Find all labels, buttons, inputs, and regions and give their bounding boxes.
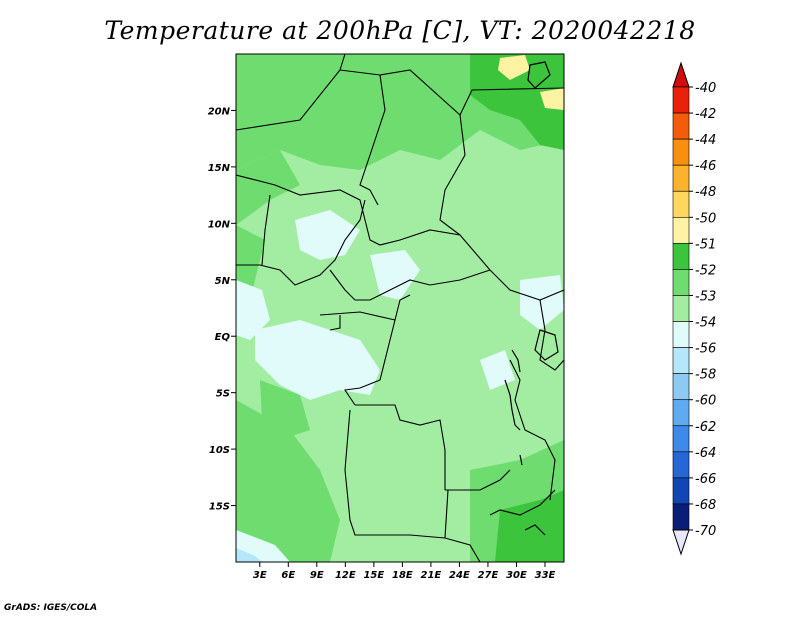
lon-tick-label: 3E [253,570,267,581]
colorbar-segment [672,112,690,140]
lat-tick-label: 5N [215,276,231,287]
colorbar-segment [672,295,690,322]
colorbar-label: -50 [695,211,716,226]
colorbar-label: -52 [695,263,716,278]
lon-tick-label: 27E [478,570,499,581]
latitude-axis: 20N 15N 10N 5N EQ 5S 10S 15S [208,106,236,513]
lat-tick-label: 15S [209,502,230,513]
map-frame [235,53,565,563]
field-region-cyan-east-2 [480,350,515,390]
colorbar-segment [672,477,690,505]
field-region-cyan-center [255,320,380,400]
lat-tick-label: 10S [209,445,230,456]
country-borders [236,54,564,562]
lon-tick-label: 18E [392,570,413,581]
lon-tick-label: 33E [535,570,556,581]
field-region-northeast-yellow [498,55,530,80]
lon-tick-label: 6E [281,570,295,581]
lon-tick-label: 12E [335,570,356,581]
colorbar-label: -66 [695,472,716,487]
colorbar-top-arrow [672,61,690,88]
field-region-southeast-dark [495,490,564,562]
colorbar-segment [672,243,690,270]
field-region-cyan-north [295,210,360,260]
field-region-northwest [236,150,300,225]
colorbar-label: -51 [695,237,716,252]
colorbar-label: -44 [695,133,716,148]
colorbar-segment [672,347,690,374]
colorbar-segment [672,269,690,296]
colorbar-label: -64 [695,446,716,461]
colorbar-label: -60 [695,394,716,409]
colorbar-label: -46 [695,159,716,174]
colorbar-segment [672,86,690,114]
field-region-cyan-mid [370,250,420,300]
lon-tick-label: 24E [449,570,470,581]
lat-tick-label: 20N [208,106,231,117]
lat-tick-label: 10N [208,219,231,230]
colorbar-segment [672,373,690,401]
field-region-southwest [236,400,340,562]
field-region-cyan-west [236,280,270,340]
colorbar-segment [672,321,690,348]
field-region-northeast-yellow-2 [540,88,564,110]
colorbar-label: -58 [695,368,716,383]
colorbar-label: -56 [695,342,716,357]
longitude-axis: 3E 6E 9E 12E 15E 18E 21E 24E 27E 30E 33E [253,562,556,581]
colorbar-segment [672,164,690,192]
lat-tick-label: EQ [215,332,231,343]
field-region-blue-corner [236,548,262,562]
lat-tick-label: 5S [216,389,230,400]
lat-tick-label: 15N [208,163,231,174]
colorbar-segment [672,399,690,427]
colorbar-label: -48 [695,185,716,200]
colorbar-segment [672,425,690,453]
colorbar-segment [672,503,690,531]
colorbar-label: -42 [695,107,716,122]
colorbar-label: -68 [695,498,716,513]
colorbar-segment [672,138,690,166]
grads-credit: GrADS: IGES/COLA [4,603,98,613]
colorbar-label: -62 [695,420,716,435]
field-region-northeast-dark [470,54,564,150]
colorbar-segment [672,190,690,218]
colorbar-segment [672,216,690,244]
lon-tick-label: 30E [506,570,527,581]
field-region-green-mid [260,380,310,440]
lon-tick-label: 15E [363,570,384,581]
lakes [504,61,559,536]
colorbar-label: -53 [695,289,716,304]
chart-title: Temperature at 200hPa [C], VT: 202004221… [104,16,696,45]
colorbar-segment [672,451,690,479]
colorbar-label: -40 [695,81,716,96]
colorbar-label: -54 [695,316,716,331]
lon-tick-label: 9E [310,570,324,581]
colorbar-label: -70 [695,524,716,539]
field-region-cyan-east [520,275,564,330]
colorbar-bottom-arrow [672,529,690,556]
lon-tick-label: 21E [421,570,442,581]
temperature-field [236,54,564,562]
colorbar: -40 -42 -44 -46 -48 -50 -51 -52 -53 -54 -56 -58 -60 -… [672,61,716,556]
